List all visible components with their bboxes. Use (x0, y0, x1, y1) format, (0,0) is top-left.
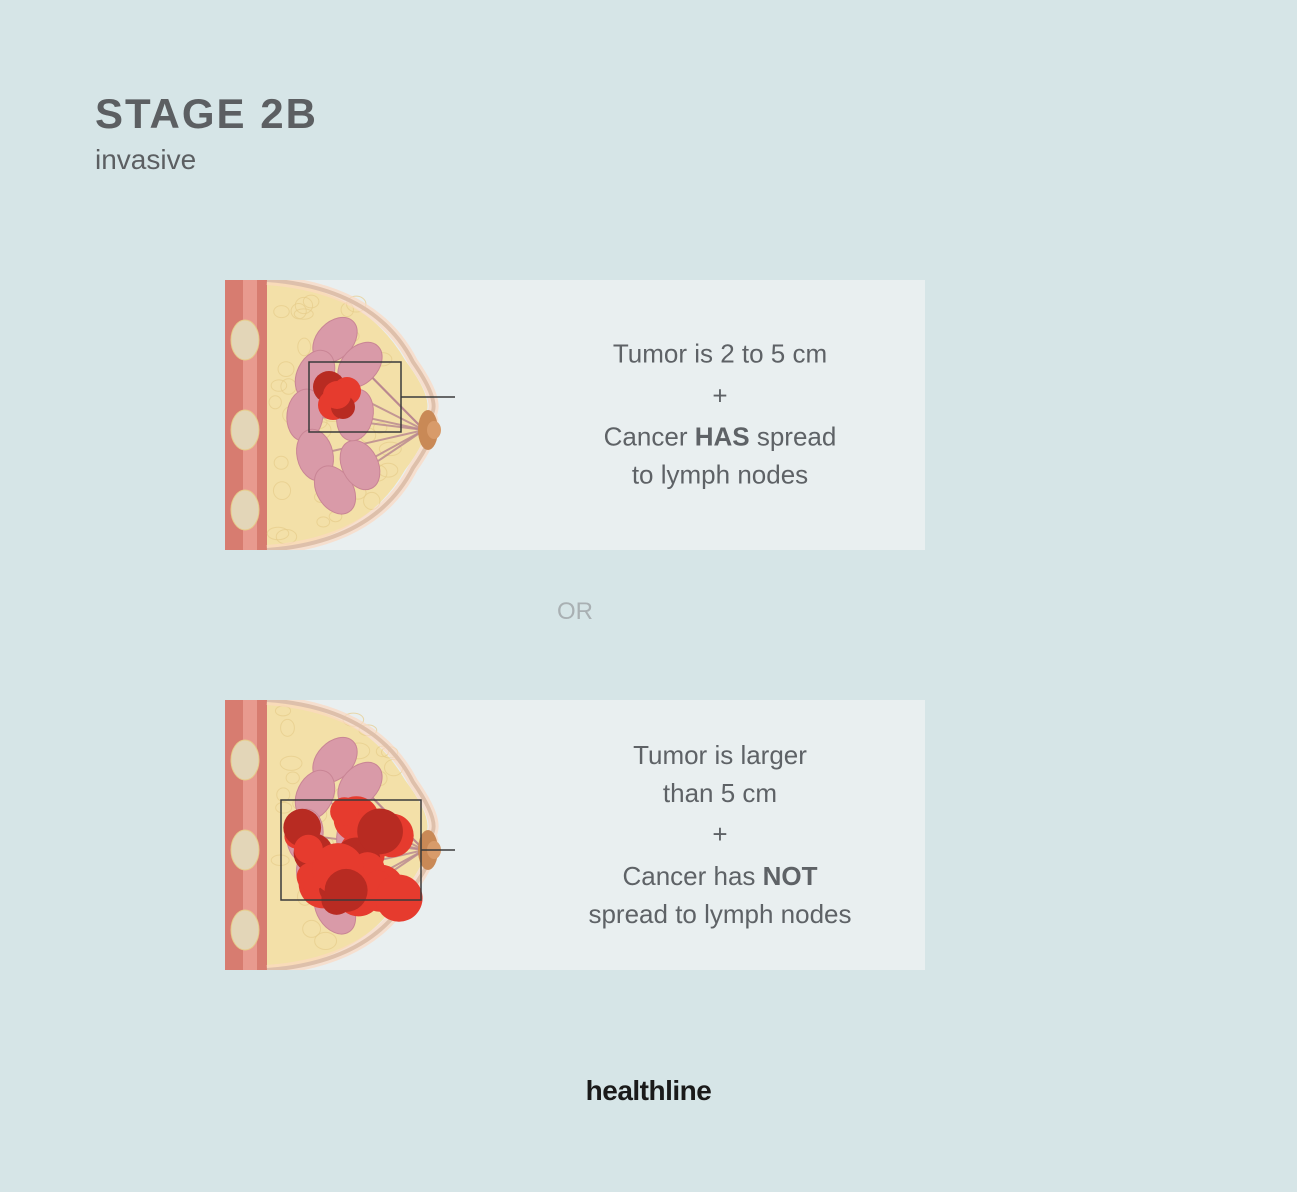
text-line: to lymph nodes (632, 460, 808, 490)
scenario-2-text: Tumor is larger than 5 cm + Cancer has N… (540, 737, 900, 933)
or-separator: OR (225, 598, 925, 626)
breast-diagram-small-tumor (225, 280, 455, 550)
plus-sign: + (540, 816, 900, 854)
text-line: than 5 cm (663, 777, 777, 807)
breast-diagram-large-tumor (225, 700, 455, 970)
text-line: Cancer has NOT (622, 861, 817, 891)
page-title: STAGE 2B (95, 90, 318, 138)
text-line: spread to lymph nodes (588, 899, 851, 929)
scenario-panel-2: Tumor is larger than 5 cm + Cancer has N… (225, 700, 925, 970)
scenario-panel-1: Tumor is 2 to 5 cm + Cancer HAS spread t… (225, 280, 925, 550)
plus-sign: + (540, 377, 900, 415)
text-line: Tumor is larger (633, 740, 807, 770)
text-line: Cancer HAS spread (604, 422, 837, 452)
text-line: Tumor is 2 to 5 cm (613, 339, 827, 369)
page-subtitle: invasive (95, 144, 318, 176)
scenario-1-text: Tumor is 2 to 5 cm + Cancer HAS spread t… (540, 336, 900, 495)
infographic-canvas: STAGE 2B invasive Tumor is 2 to 5 cm + C… (0, 0, 1297, 1192)
header: STAGE 2B invasive (95, 90, 318, 176)
brand-logo: healthline (0, 1075, 1297, 1107)
